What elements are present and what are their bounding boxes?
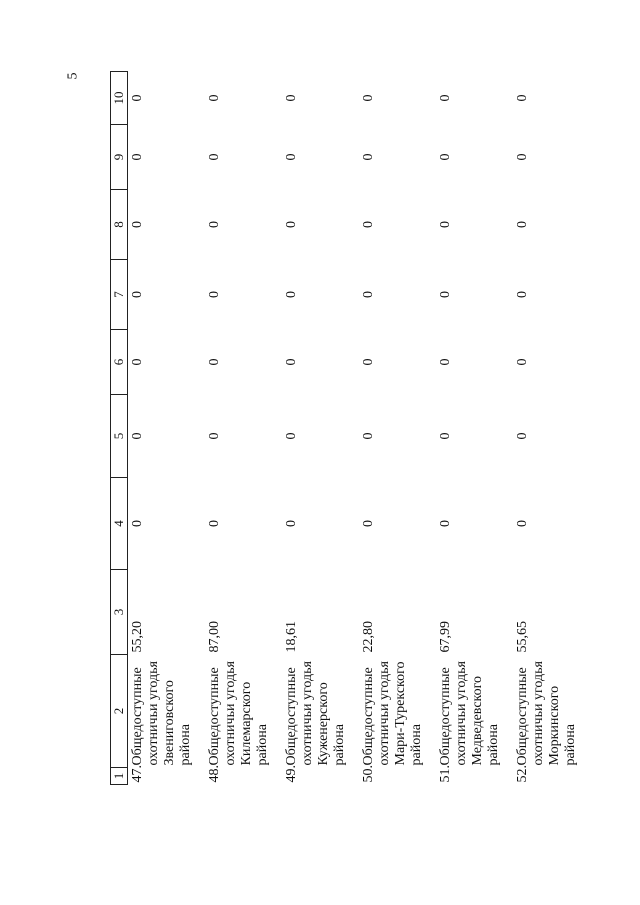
table-cell: 0 <box>515 358 530 366</box>
table-cell: 0 <box>284 432 299 440</box>
table-cell: 47. <box>130 765 145 783</box>
table-cell: 0 <box>438 153 453 161</box>
table-body: 47. Общедоступные охотничьи угодья Звениг… <box>128 72 591 785</box>
table-row: 49. Общедоступные охотничьи угодья Кужене… <box>282 72 359 785</box>
table-cell: 0 <box>207 358 222 366</box>
header-cell: 1 <box>110 767 128 785</box>
header-row: 1 2 3 4 5 6 7 8 9 10 <box>110 71 128 785</box>
table-cell: 0 <box>284 358 299 366</box>
header-cell: 7 <box>110 259 128 330</box>
table-cell: 0 <box>515 221 530 228</box>
table-cell: 0 <box>438 432 453 440</box>
table-cell: 0 <box>515 520 530 527</box>
table-cell: 87,00 <box>207 621 222 653</box>
table-row: 48. Общедоступные охотничьи угодья Килема… <box>205 72 282 785</box>
table-cell: 0 <box>130 291 145 298</box>
header-cell: 10 <box>110 71 128 125</box>
table-cell: 18,61 <box>284 621 299 653</box>
table-cell: 0 <box>515 291 530 298</box>
table-cell: 0 <box>361 358 376 366</box>
table-cell: 0 <box>130 94 145 102</box>
table-cell: Общедоступные охотничьи угодья Моркинско… <box>515 661 578 766</box>
header-cell: 5 <box>110 394 128 478</box>
table-row: 52. Общедоступные охотничьи угодья Моркин… <box>513 72 590 785</box>
table-cell: 0 <box>130 432 145 440</box>
table-cell: 55,65 <box>515 621 530 653</box>
table-cell: 0 <box>438 520 453 527</box>
table-cell: Общедоступные охотничьи угодья Куженерск… <box>284 661 347 766</box>
header-cell: 6 <box>110 329 128 395</box>
header-cell: 3 <box>110 569 128 655</box>
table-cell: 0 <box>515 432 530 440</box>
table-cell: 0 <box>130 520 145 527</box>
table-cell: Общедоступные охотничьи угодья Медведевс… <box>438 661 501 766</box>
table-cell: 0 <box>361 432 376 440</box>
table-cell: 0 <box>207 291 222 298</box>
table-cell: 0 <box>361 520 376 527</box>
table-cell: 50. <box>361 765 376 783</box>
table-cell: 0 <box>438 291 453 298</box>
table-cell: 48. <box>207 765 222 783</box>
table-cell: 0 <box>207 520 222 527</box>
table-cell: 0 <box>207 432 222 440</box>
table-cell: 0 <box>284 153 299 161</box>
table: 1 2 3 4 5 6 7 8 9 10 47. Общедоступные охотничьи у… <box>110 71 590 785</box>
header-cell: 8 <box>110 189 128 260</box>
table-row: 50. Общедоступные охотничьи угодья Мари-Т… <box>359 72 436 785</box>
table-row: 47. Общедоступные охотничьи угодья Звениг… <box>128 72 206 785</box>
table-cell: 0 <box>130 153 145 161</box>
table-cell: 67,99 <box>438 621 453 653</box>
table-cell: 52. <box>515 765 530 783</box>
header-cell: 9 <box>110 124 128 190</box>
table-cell: Общедоступные охотничьи угодья Мари-Туре… <box>361 661 424 766</box>
table-cell: 0 <box>361 221 376 228</box>
header-cell: 4 <box>110 477 128 570</box>
table-wrap: 1 2 3 4 5 6 7 8 9 10 47. Общедоступные охотничьи у… <box>110 71 590 785</box>
table-cell: 0 <box>284 291 299 298</box>
table-cell: 0 <box>130 221 145 228</box>
page-number: 5 <box>65 72 81 80</box>
table-cell: 0 <box>207 221 222 228</box>
table-cell: 0 <box>284 520 299 527</box>
header-cell: 2 <box>110 654 128 768</box>
table-cell: 0 <box>207 153 222 161</box>
table-cell: 0 <box>515 94 530 102</box>
table-cell: 55,20 <box>130 621 145 653</box>
table-cell: 0 <box>361 153 376 161</box>
table-cell: Общедоступные охотничьи угодья Килемарск… <box>207 661 270 766</box>
table-cell: 49. <box>284 765 299 783</box>
table-cell: 0 <box>130 358 145 366</box>
table-cell: 0 <box>284 221 299 228</box>
table-cell: 22,80 <box>361 621 376 653</box>
table-cell: 51. <box>438 765 453 783</box>
table-cell: 0 <box>361 291 376 298</box>
table-cell: 0 <box>438 221 453 228</box>
table-cell: 0 <box>284 94 299 102</box>
table-cell: Общедоступные охотничьи угодья Звениговс… <box>130 661 193 766</box>
table-cell: 0 <box>361 94 376 102</box>
table-cell: 0 <box>515 153 530 161</box>
table-cell: 0 <box>438 358 453 366</box>
table-cell: 0 <box>207 94 222 102</box>
table-cell: 0 <box>438 94 453 102</box>
table-row: 51. Общедоступные охотничьи угодья Медвед… <box>436 72 513 785</box>
